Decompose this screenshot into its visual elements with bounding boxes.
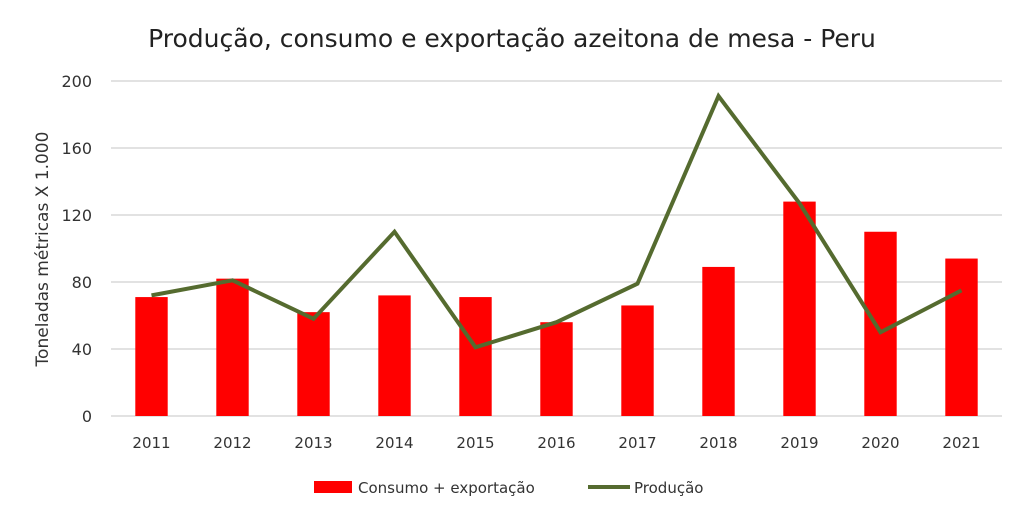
x-tick-label: 2020 <box>861 434 899 452</box>
x-tick-label: 2011 <box>132 434 170 452</box>
x-tick-labels: 2011 2012 2013 2014 2015 2016 2017 2018 2019 2020… <box>132 434 980 452</box>
y-tick-label: 160 <box>61 139 92 158</box>
y-axis-label: Toneladas métricas X 1.000 <box>33 132 53 368</box>
y-tick-labels: 0 40 80 120 160 200 <box>61 72 92 426</box>
bar-series <box>135 202 977 416</box>
bar-2012 <box>216 279 248 416</box>
legend-swatch-bar <box>314 481 352 493</box>
bar-2018 <box>702 267 734 416</box>
legend-label-bar: Consumo + exportação <box>358 479 535 497</box>
x-tick-label: 2018 <box>699 434 737 452</box>
x-tick-label: 2015 <box>456 434 494 452</box>
x-tick-label: 2014 <box>375 434 413 452</box>
bar-2013 <box>297 312 329 416</box>
y-tick-label: 0 <box>82 407 92 426</box>
line-series <box>151 96 961 347</box>
bar-2017 <box>621 305 653 416</box>
x-tick-label: 2012 <box>213 434 251 452</box>
bar-2021 <box>945 259 977 416</box>
x-tick-label: 2017 <box>618 434 656 452</box>
x-tick-label: 2019 <box>780 434 818 452</box>
production-line <box>152 96 962 347</box>
bar-2011 <box>135 297 167 416</box>
y-tick-label: 80 <box>72 273 92 292</box>
legend: Consumo + exportação Produção <box>314 479 703 497</box>
y-tick-label: 120 <box>61 206 92 225</box>
x-tick-label: 2021 <box>942 434 980 452</box>
legend-label-line: Produção <box>634 479 703 497</box>
bar-2020 <box>864 232 896 416</box>
bar-2015 <box>459 297 491 416</box>
x-tick-label: 2013 <box>294 434 332 452</box>
bar-2014 <box>378 295 410 416</box>
y-tick-label: 200 <box>61 72 92 91</box>
x-tick-label: 2016 <box>537 434 575 452</box>
bar-2016 <box>540 322 572 416</box>
chart-title: Produção, consumo e exportação azeitona … <box>148 24 876 53</box>
bar-2019 <box>783 202 815 416</box>
y-tick-label: 40 <box>72 340 92 359</box>
